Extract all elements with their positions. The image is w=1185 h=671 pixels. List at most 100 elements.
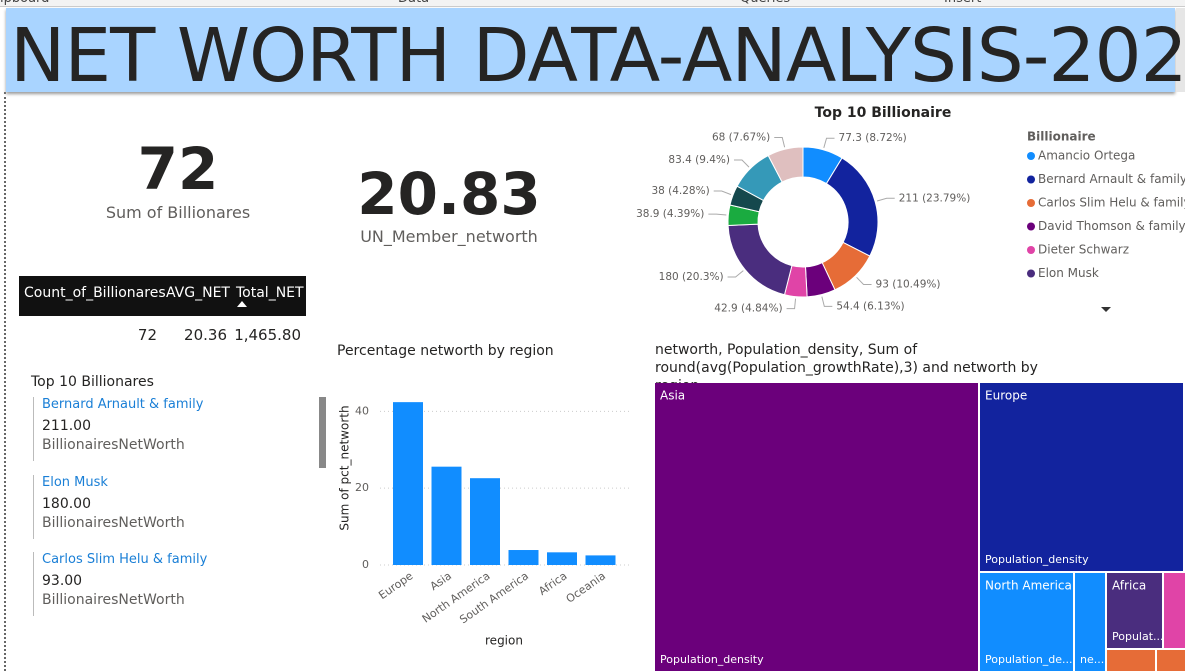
list-name: Carlos Slim Helu & family	[42, 552, 208, 567]
x-tick-label: Oceania	[564, 569, 608, 605]
donut-slice	[767, 146, 804, 183]
tile-sublabel: Populat...	[1112, 630, 1164, 643]
legend-title: Billionaire	[1027, 130, 1096, 144]
tile-sublabel: Population_density	[985, 553, 1089, 566]
x-tick-label: South America	[457, 569, 531, 626]
bar	[585, 555, 616, 565]
bar	[431, 466, 462, 565]
legend-marker	[1027, 269, 1035, 278]
donut-slice	[825, 157, 879, 257]
list-value: 180.00	[42, 495, 91, 512]
y-tick-label: 40	[355, 404, 369, 417]
data-label: 93 (10.49%)	[876, 278, 941, 290]
table-header	[19, 276, 306, 316]
leader-line	[856, 276, 872, 285]
treemap-tile	[1075, 573, 1105, 671]
list-value: 93.00	[42, 573, 83, 589]
data-label: 68 (7.67%)	[712, 132, 770, 144]
tile-label: Africa	[1112, 579, 1146, 593]
treemap-tile	[655, 383, 978, 671]
treemap-tile	[980, 383, 1183, 571]
table-col-header: AVG_NET	[166, 285, 230, 301]
treemap-tile	[1107, 573, 1162, 648]
legend-marker	[1027, 199, 1035, 207]
list-measure: BillionairesNetWorth	[42, 514, 185, 531]
leader-line	[708, 213, 727, 216]
leader-line	[823, 137, 835, 149]
legend-label: Amancio Ortega	[1038, 149, 1135, 163]
legend-more[interactable]	[1101, 307, 1111, 312]
scroll-track	[1176, 8, 1185, 92]
x-tick-label: Asia	[428, 569, 454, 593]
treemap-tile	[1157, 650, 1185, 671]
x-axis-label: region	[485, 634, 523, 648]
tile-label: Europe	[985, 389, 1027, 403]
legend-label: Carlos Slim Helu & family	[1038, 196, 1185, 210]
list-name: Elon Musk	[42, 474, 108, 490]
leader-line	[733, 159, 750, 168]
page-title: NET WORTH DATA-ANALYSIS-2024	[10, 13, 1185, 99]
sort-icon[interactable]	[237, 301, 247, 307]
chart-title: Top 10 Billionaire	[815, 105, 952, 121]
data-label: 42.9 (4.84%)	[714, 303, 782, 315]
leader-line	[786, 298, 797, 310]
treemap-tile	[1164, 573, 1185, 648]
leader-line	[876, 197, 895, 202]
ribbon-label: ipboard	[0, 0, 49, 6]
tile-label: Asia	[660, 389, 685, 403]
list-measure: BillionairesNetWorth	[42, 437, 185, 453]
leader-line	[821, 296, 833, 307]
leader-line	[713, 190, 732, 196]
list-title: Top 10 Billionares	[31, 374, 154, 390]
leader-line	[774, 137, 786, 148]
tile-label: North America	[985, 579, 1072, 593]
data-label: 180 (20.3%)	[659, 271, 724, 283]
data-label: 54.4 (6.13%)	[836, 300, 904, 312]
chart-title: Percentage networth by region	[337, 343, 554, 359]
data-label: 83.4 (9.4%)	[668, 154, 730, 166]
treemap-tile	[980, 573, 1073, 671]
legend-marker	[1027, 246, 1035, 254]
legend-label: Bernard Arnault & family	[1038, 172, 1185, 186]
card-value: 72	[137, 135, 219, 203]
bar	[393, 402, 423, 565]
table-cell: 20.36	[184, 326, 227, 344]
bar	[508, 550, 539, 565]
data-label: 211 (23.79%)	[899, 192, 971, 204]
donut-slice	[727, 223, 793, 296]
title-banner	[6, 8, 1175, 92]
table-cell: 72	[137, 326, 157, 344]
left-border	[4, 92, 6, 671]
legend-label: Elon Musk	[1038, 266, 1099, 280]
ribbon-label: Data	[398, 0, 429, 6]
list-value: 211.00	[42, 418, 91, 434]
tile-sublabel: Population_de...	[985, 653, 1073, 666]
data-label: 38 (4.28%)	[651, 185, 709, 197]
ribbon-label: Insert	[944, 0, 981, 6]
legend-marker	[1027, 152, 1035, 160]
legend-label: Dieter Schwarz	[1038, 243, 1129, 257]
x-tick-label: North America	[420, 569, 493, 625]
legend-marker	[1027, 222, 1035, 231]
list-accent	[33, 397, 34, 461]
list-accent	[33, 552, 34, 616]
list-name: Bernard Arnault & family	[42, 397, 204, 412]
data-label: 77.3 (8.72%)	[839, 132, 907, 144]
leader-line	[727, 270, 744, 278]
table-col-header: Total_NET	[236, 285, 304, 301]
card-label: UN_Member_networth	[360, 227, 538, 246]
tile-sublabel: Population_density	[660, 653, 764, 666]
x-tick-label: Europe	[376, 569, 415, 602]
y-axis-label: Sum of pct_networth	[338, 405, 352, 530]
ribbon-label: Queries	[740, 0, 790, 6]
list-measure: BillionairesNetWorth	[42, 592, 185, 608]
ribbon: ipboard Data Queries Insert	[0, 0, 1185, 7]
bar	[547, 552, 577, 565]
card-value: 20.83	[357, 160, 541, 228]
tile-sublabel: ne...	[1080, 653, 1104, 666]
table-cell: 1,465.80	[234, 326, 301, 344]
card-label: Sum of Billionares	[105, 203, 251, 222]
table-col-header: Count_of_Billionares	[24, 285, 166, 301]
list-accent	[33, 474, 34, 539]
